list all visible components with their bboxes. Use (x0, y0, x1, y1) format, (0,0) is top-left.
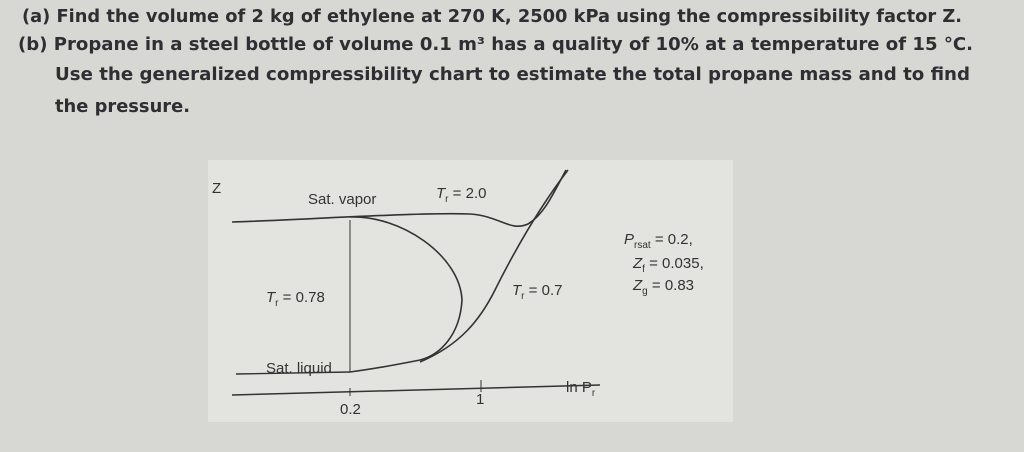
symbol: ln P (566, 379, 592, 396)
symbol: Z (632, 255, 643, 272)
note: Zg = 0.83 (632, 277, 694, 297)
sat-liquid-label: Sat. liquid (266, 360, 332, 377)
liquid-line (235, 371, 351, 375)
isotherm-label: Tr = 2.0 (436, 185, 486, 205)
part-b-line: the pressure. (55, 96, 190, 117)
symbol: T (436, 185, 447, 202)
isotherm-low-curve (419, 169, 569, 363)
x-tick-label: 0.2 (340, 401, 361, 418)
part-b-line: (b) Propane in a steel bottle of volume … (18, 34, 973, 55)
subscript: r (445, 194, 449, 205)
symbol: Z (632, 277, 643, 294)
x-axis (231, 384, 601, 396)
x-tick-label: 1 (476, 391, 484, 408)
subscript: f (642, 264, 645, 275)
subscript: r (521, 291, 525, 302)
y-axis-label: Z (212, 180, 221, 197)
value: = 0.78 (279, 289, 325, 306)
value: = 0.2, (651, 231, 693, 248)
value: = 0.035, (645, 255, 704, 272)
isotherm-high-curve (231, 169, 567, 227)
sat-vapor-label: Sat. vapor (308, 191, 376, 208)
part-b-line: Use the generalized compressibility char… (55, 64, 970, 85)
part-a: (a) Find the volume of 2 kg of ethylene … (22, 6, 962, 27)
value: = 2.0 (449, 185, 487, 202)
subscript: r (275, 298, 279, 309)
note: Prsat = 0.2, (624, 231, 693, 251)
figure: Z Sat. vapor Sat. liquid Tr = 2.0 Tr = 0… (208, 160, 733, 422)
subscript: r (592, 388, 596, 399)
subscript: rsat (634, 240, 651, 251)
symbol: P (624, 231, 634, 248)
symbol: T (266, 289, 277, 306)
symbol: T (512, 282, 523, 299)
subscript: g (642, 286, 648, 297)
isotherm-label: Tr = 0.7 (512, 282, 562, 302)
note: Zf = 0.035, (632, 255, 704, 275)
isotherm-label: Tr = 0.78 (266, 289, 325, 309)
figure-background (208, 160, 733, 422)
x-axis-label: ln Pr (566, 379, 596, 399)
value: = 0.7 (525, 282, 563, 299)
value: = 0.83 (648, 277, 694, 294)
saturation-dome (349, 216, 463, 373)
